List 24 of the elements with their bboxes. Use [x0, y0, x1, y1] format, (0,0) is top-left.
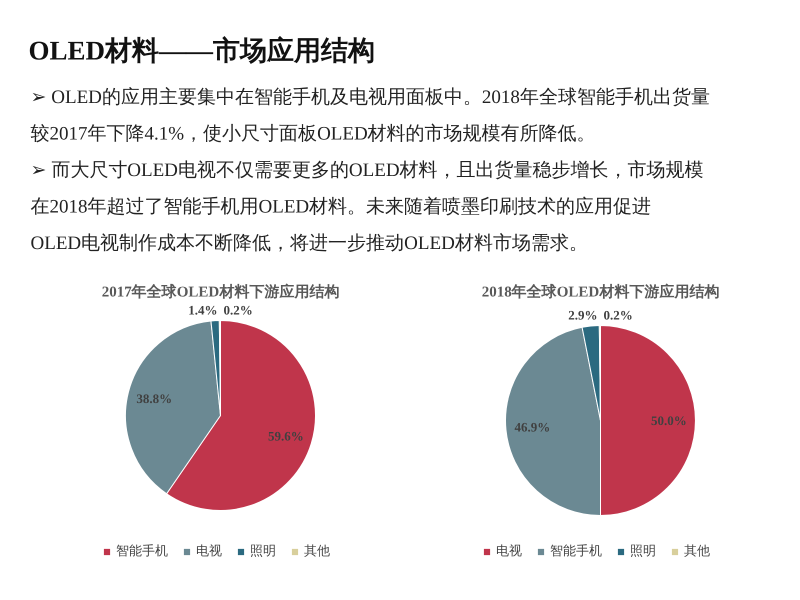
text: OLED电视制作成本不断降低，将进一步推动OLED材料市场需求。	[30, 232, 588, 254]
legend-label: 电视	[196, 543, 222, 560]
text: OLED材料——市场应用结构	[28, 36, 376, 66]
legend-label: 照明	[630, 543, 656, 560]
text: ➢ 而大尺寸OLED电视不仅需要更多的OLED材料，且出货量稳步增长，市场规模	[30, 159, 704, 181]
legend-label: 照明	[250, 543, 276, 560]
text: ➢ OLED的应用主要集中在智能手机及电视用面板中。2018年全球智能手机出货量	[30, 86, 710, 108]
data-label: 0.2%	[604, 308, 633, 322]
data-label: 50.0%	[651, 413, 687, 428]
legend-label: 电视	[496, 543, 522, 560]
text: 在2018年超过了智能手机用OLED材料。未来随着喷墨印刷技术的应用促进	[30, 196, 652, 218]
chart-title: 2017年全球OLED材料下游应用结构	[102, 282, 340, 300]
legend-label: 智能手机	[116, 543, 168, 560]
data-label: 1.4%	[188, 302, 218, 318]
legend-label: 其他	[304, 543, 330, 560]
data-label: 38.8%	[136, 390, 172, 406]
data-label: 0.2%	[224, 302, 253, 318]
data-label: 2.9%	[568, 308, 598, 322]
data-label: 46.9%	[514, 420, 550, 435]
data-label: 59.6%	[268, 428, 304, 444]
legend-label: 智能手机	[550, 543, 602, 560]
chart-title: 2018年全球OLED材料下游应用结构	[482, 282, 720, 300]
text: 较2017年下降4.1%，使小尺寸面板OLED材料的市场规模有所降低。	[30, 122, 596, 144]
legend-label: 其他	[684, 543, 710, 560]
